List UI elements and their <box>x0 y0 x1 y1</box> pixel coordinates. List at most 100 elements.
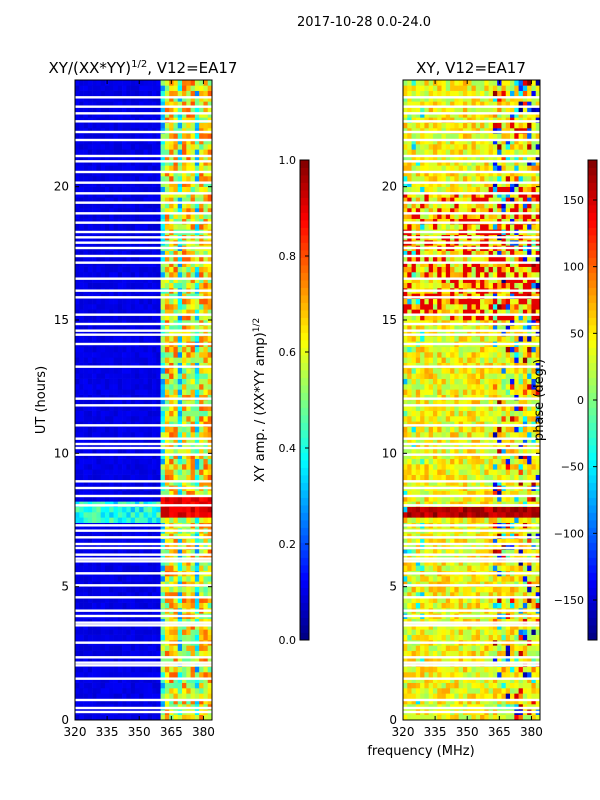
heatmap-cell <box>75 565 80 571</box>
heatmap-cell <box>531 629 537 635</box>
heatmap-cell <box>156 309 161 315</box>
heatmap-cell <box>194 378 200 385</box>
heatmap-cell <box>505 682 511 689</box>
heatmap-cell <box>130 314 136 321</box>
heatmap-cell <box>122 277 127 283</box>
heatmap-cell <box>96 714 101 721</box>
heatmap-cell <box>492 645 498 651</box>
heatmap-cell <box>75 474 80 481</box>
heatmap-cell <box>109 144 114 150</box>
heatmap-cell <box>207 650 213 657</box>
heatmap-cell <box>156 688 161 694</box>
flagged-row <box>75 154 212 158</box>
heatmap-cell <box>194 650 200 657</box>
heatmap-cell <box>480 677 485 683</box>
heatmap-cell <box>177 400 183 406</box>
flagged-row <box>75 201 212 204</box>
heatmap-cell <box>104 405 110 411</box>
heatmap-cell <box>139 592 144 598</box>
heatmap-cell <box>156 560 161 566</box>
heatmap-cell <box>75 714 80 721</box>
heatmap-cell <box>475 549 481 555</box>
heatmap-cell <box>100 106 106 113</box>
heatmap-cell <box>109 437 114 443</box>
heatmap-cell <box>83 357 89 363</box>
heatmap-cell <box>104 133 110 139</box>
heatmap-cell <box>160 80 166 86</box>
heatmap-cell <box>126 357 131 363</box>
heatmap-cell <box>177 624 183 630</box>
heatmap-cell <box>407 624 412 630</box>
heatmap-cell <box>160 197 166 203</box>
heatmap-cell <box>87 650 93 657</box>
heatmap-cell <box>475 645 481 651</box>
heatmap-cell <box>109 602 114 609</box>
heatmap-cell <box>169 464 174 470</box>
heatmap-cell <box>109 464 114 470</box>
heatmap-cell <box>160 250 166 257</box>
heatmap-cell <box>173 560 179 566</box>
heatmap-cell <box>126 325 131 331</box>
heatmap-cell <box>164 682 170 689</box>
heatmap-cell <box>432 624 438 630</box>
heatmap-cell <box>475 629 481 635</box>
heatmap-cell <box>173 181 179 187</box>
heatmap-cell <box>134 357 140 363</box>
heatmap-cell <box>207 469 213 475</box>
heatmap-cell <box>109 122 114 129</box>
heatmap-cell <box>164 538 170 545</box>
heatmap-cell <box>186 405 191 411</box>
heatmap-cell <box>113 309 119 315</box>
heatmap-cell <box>194 256 200 262</box>
heatmap-cell <box>156 714 161 721</box>
heatmap-cell <box>169 453 174 459</box>
heatmap-cell <box>164 586 170 593</box>
heatmap-cell <box>164 624 170 630</box>
heatmap-cell <box>203 693 209 699</box>
heatmap-cell <box>462 565 468 571</box>
heatmap-cell <box>190 197 196 203</box>
heatmap-cell <box>139 432 144 438</box>
heatmap-cell <box>454 714 459 721</box>
heatmap-cell <box>79 309 84 315</box>
heatmap-cell <box>203 453 209 459</box>
heatmap-cell <box>177 208 183 214</box>
heatmap-cell <box>522 560 528 566</box>
heatmap-cell <box>190 416 196 422</box>
heatmap-cell <box>143 400 149 406</box>
flagged-row <box>75 614 212 618</box>
heatmap-cell <box>75 298 80 305</box>
heatmap-cell <box>109 325 114 331</box>
heatmap-cell <box>471 549 477 555</box>
heatmap-cell <box>186 624 191 630</box>
heatmap-cell <box>147 133 153 139</box>
heatmap-cell <box>92 538 97 545</box>
heatmap-cell <box>182 346 187 353</box>
heatmap-cell <box>104 688 110 694</box>
heatmap-cell <box>177 496 183 502</box>
heatmap-cell <box>535 688 541 694</box>
heatmap-cell <box>480 688 485 694</box>
heatmap-cell <box>117 677 123 683</box>
heatmap-cell <box>415 549 421 555</box>
heatmap-cell <box>156 176 161 182</box>
heatmap-cell <box>199 160 204 166</box>
heatmap-cell <box>109 549 114 555</box>
heatmap-cell <box>109 592 114 598</box>
heatmap-cell <box>147 672 153 678</box>
heatmap-cell <box>480 645 485 651</box>
heatmap-cell <box>492 576 498 582</box>
heatmap-cell <box>117 437 123 443</box>
heatmap-cell <box>92 602 97 609</box>
heatmap-cell <box>407 634 412 641</box>
heatmap-cell <box>518 565 524 571</box>
heatmap-cell <box>156 256 161 262</box>
heatmap-cell <box>160 469 166 475</box>
heatmap-cell <box>100 384 106 390</box>
heatmap-cell <box>203 576 209 582</box>
heatmap-cell <box>96 634 101 641</box>
heatmap-cell <box>207 480 213 486</box>
heatmap-cell <box>527 624 532 630</box>
heatmap-cell <box>156 213 161 219</box>
heatmap-cell <box>182 549 187 555</box>
